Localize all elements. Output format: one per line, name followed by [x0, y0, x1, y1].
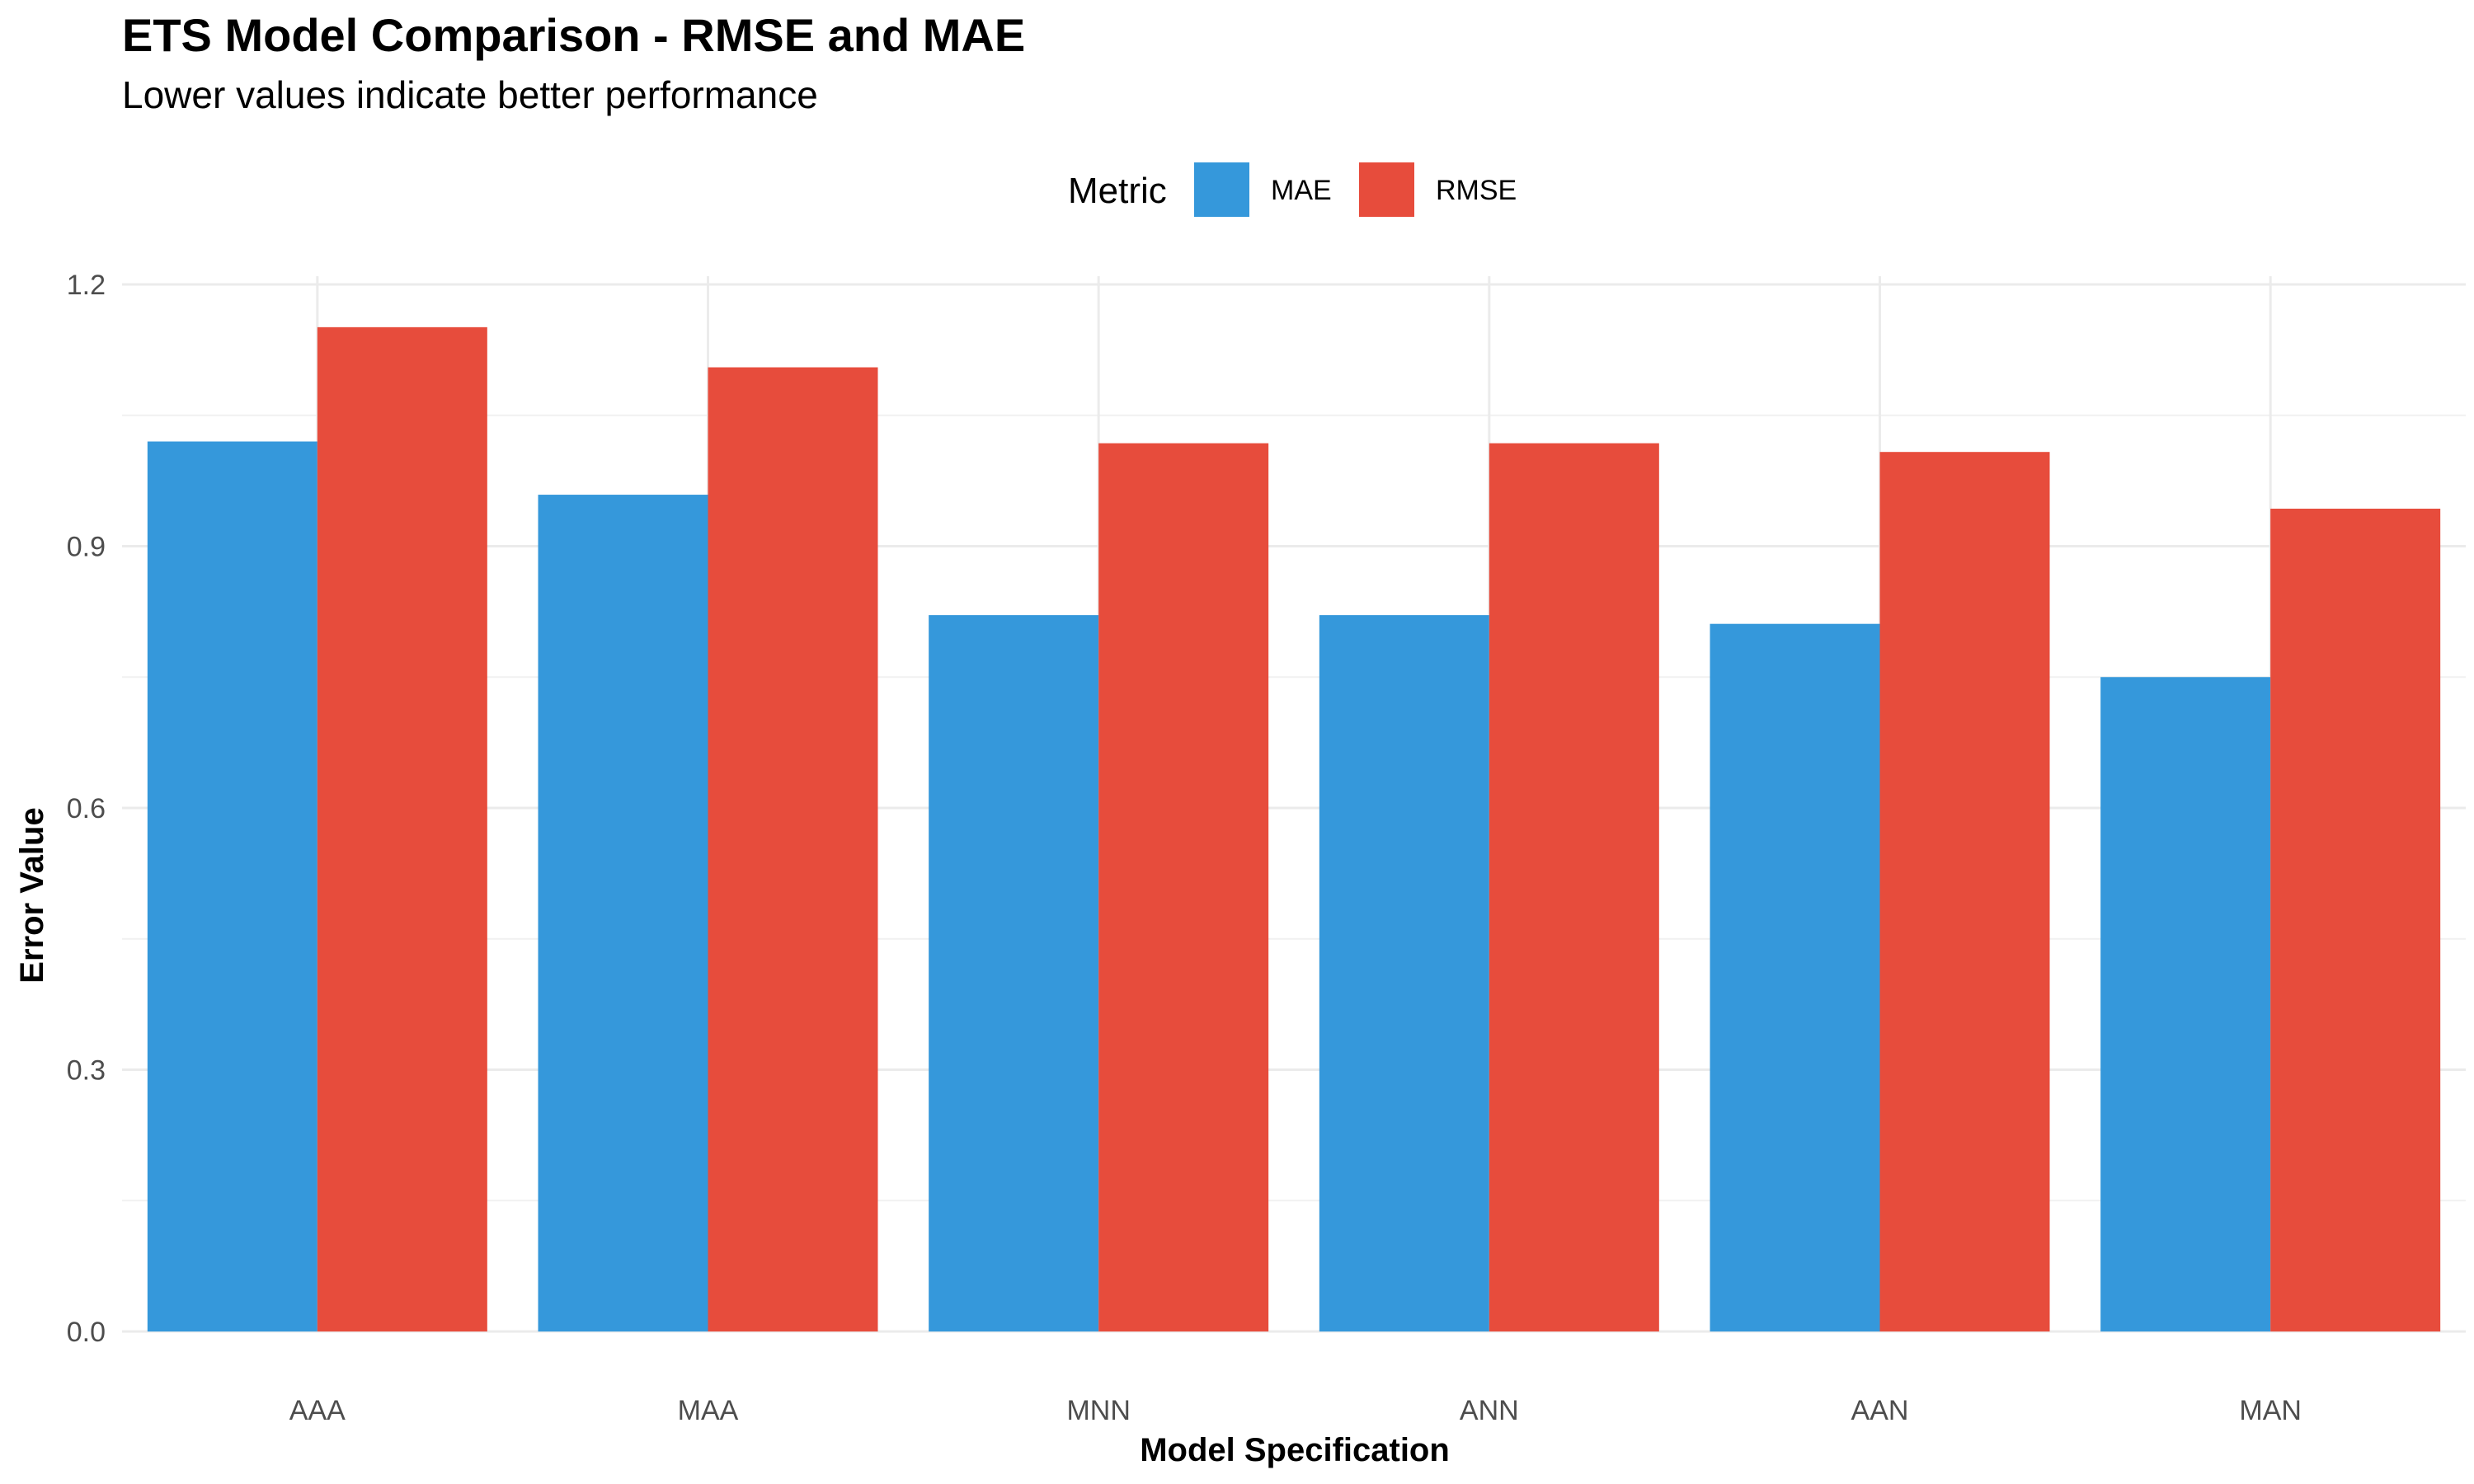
legend-label-rmse: RMSE: [1436, 175, 1517, 206]
bar-rmse-aaa: [317, 326, 487, 1331]
chart-title: ETS Model Comparison - RMSE and MAE: [122, 9, 1026, 61]
y-axis-ticks: 0.0 0.3 0.6 0.9 1.2: [67, 270, 106, 1348]
bar-mae-aaa: [147, 441, 317, 1331]
y-tick-label: 0.0: [67, 1317, 106, 1348]
legend-swatch-mae: [1194, 162, 1249, 217]
x-tick-label: MAA: [678, 1395, 739, 1426]
bars: [147, 326, 2441, 1332]
x-tick-label: MAN: [2239, 1395, 2302, 1426]
bar-mae-maa: [538, 495, 708, 1331]
legend-title: Metric: [1068, 171, 1167, 211]
x-tick-label: AAN: [1851, 1395, 1909, 1426]
y-axis-title: Error Value: [14, 807, 50, 983]
y-tick-label: 1.2: [67, 270, 106, 301]
x-axis-ticks: AAA MAA MNN ANN AAN MAN: [289, 1395, 2302, 1426]
bar-rmse-aan: [1879, 452, 2050, 1332]
x-tick-label: ANN: [1460, 1395, 1519, 1426]
x-axis-title: Model Specification: [1140, 1432, 1450, 1468]
legend-label-mae: MAE: [1271, 175, 1332, 206]
bar-rmse-ann: [1489, 443, 1659, 1331]
chart-subtitle: Lower values indicate better performance: [122, 73, 818, 116]
bar-rmse-mnn: [1098, 443, 1269, 1331]
y-tick-label: 0.6: [67, 793, 106, 824]
x-tick-label: MNN: [1066, 1395, 1130, 1426]
bar-mae-mnn: [929, 615, 1099, 1331]
legend-items: MAE RMSE: [1194, 162, 1517, 217]
x-tick-label: AAA: [289, 1395, 346, 1426]
bar-rmse-man: [2270, 508, 2441, 1331]
bar-rmse-maa: [708, 367, 878, 1332]
y-tick-label: 0.3: [67, 1055, 106, 1087]
legend: Metric MAE RMSE: [1068, 162, 1517, 217]
y-tick-label: 0.9: [67, 532, 106, 563]
bar-mae-aan: [1710, 623, 1880, 1331]
legend-swatch-rmse: [1359, 162, 1414, 217]
bar-mae-ann: [1319, 615, 1489, 1331]
bar-mae-man: [2100, 677, 2271, 1331]
